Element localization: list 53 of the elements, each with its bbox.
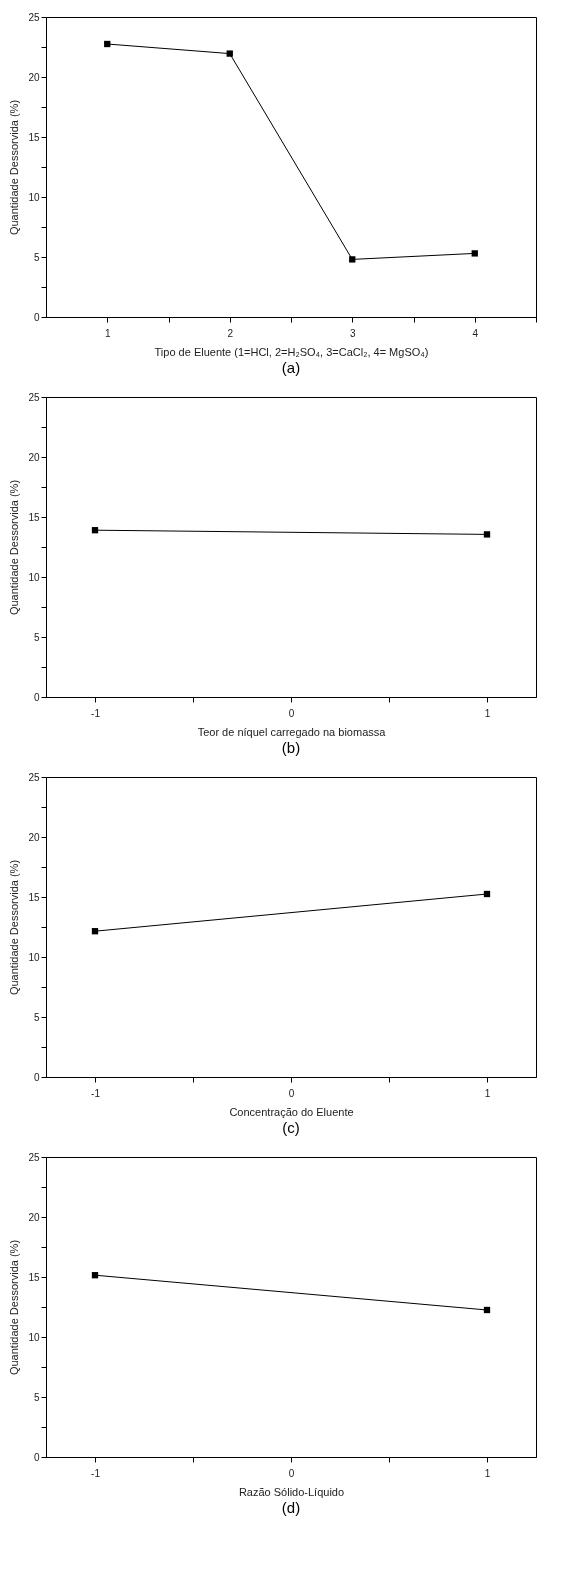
y-tick-label: 0 (33, 1451, 40, 1463)
y-tick-label: 20 (28, 831, 40, 843)
x-axis-title: Tipo de Eluente (1=HCl, 2=H₂SO₄, 3=CaCl₂, 4= MgSO₄) (154, 345, 429, 358)
x-tick-label: 0 (288, 1087, 295, 1099)
y-tick-label: 15 (28, 1271, 40, 1283)
x-tick-label: -1 (91, 1087, 101, 1099)
x-tick-label: 1 (104, 327, 111, 339)
x-tick-label: 1 (484, 707, 491, 719)
y-tick-label: 25 (28, 391, 40, 403)
x-tick-label: -1 (91, 1467, 101, 1479)
y-tick-label: 15 (28, 511, 40, 523)
y-tick-label: 5 (33, 1011, 40, 1023)
text: (c) (282, 1119, 300, 1136)
y-tick-label: 25 (28, 1151, 40, 1163)
y-tick-label: 10 (28, 191, 40, 203)
y-tick-label: 20 (28, 451, 40, 463)
y-axis-title: Quantidade Dessorvida (%) (8, 99, 21, 236)
x-tick-label: 0 (288, 707, 295, 719)
y-tick-label: 10 (28, 571, 40, 583)
y-tick-label: 15 (28, 891, 40, 903)
y-tick-label: 5 (33, 251, 40, 263)
y-tick-label: 20 (28, 71, 40, 83)
text: (a) (281, 359, 301, 376)
x-axis-title: Concentração do Eluente (229, 1105, 354, 1118)
y-axis-title: Quantidade Dessorvida (%) (8, 859, 21, 996)
y-tick-label: 15 (28, 131, 40, 143)
point (349, 256, 356, 263)
y-axis-title: Quantidade Dessorvida (%) (8, 479, 21, 616)
y-tick-label: 0 (33, 311, 40, 323)
x-axis-title: Teor de níquel carregado na biomassa (197, 725, 387, 738)
y-tick-label: 25 (28, 771, 40, 783)
point (471, 250, 478, 257)
x-tick-label: 0 (288, 1467, 295, 1479)
y-tick-label: 25 (28, 11, 40, 23)
y-tick-label: 20 (28, 1211, 40, 1223)
x-tick-label: 1 (484, 1467, 491, 1479)
y-tick-label: 10 (28, 1331, 40, 1343)
y-tick-label: 0 (33, 691, 40, 703)
y-tick-label: 10 (28, 951, 40, 963)
y-tick-label: 0 (33, 1071, 40, 1083)
x-tick-label: 2 (227, 327, 234, 339)
y-tick-label: 5 (33, 1391, 40, 1403)
point (226, 50, 233, 57)
x-tick-label: 1 (484, 1087, 491, 1099)
point (104, 40, 111, 48)
x-axis-title: Razão Sólido-Líquido (238, 1485, 345, 1498)
x-tick-label: 3 (349, 327, 356, 339)
y-axis-title: Quantidade Dessorvida (%) (8, 1239, 21, 1376)
x-tick-label: 4 (472, 327, 479, 339)
text: (d) (281, 1499, 301, 1516)
x-tick-label: -1 (91, 707, 101, 719)
text: (b) (281, 739, 301, 756)
y-tick-label: 5 (33, 631, 40, 643)
